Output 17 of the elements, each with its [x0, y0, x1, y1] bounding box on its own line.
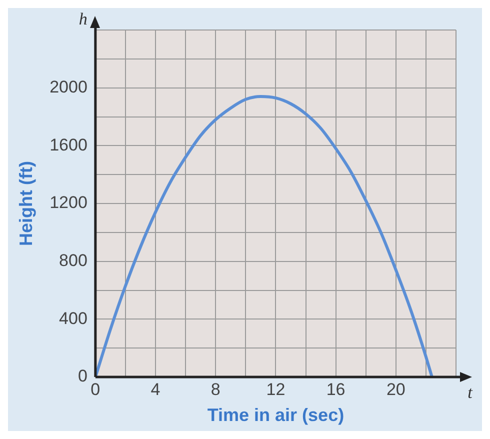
y-tick-label: 1600 [50, 135, 88, 154]
text: h [78, 9, 88, 28]
x-tick-label: 8 [210, 380, 220, 399]
line-series [95, 95, 434, 377]
y-tick-label: 800 [59, 251, 88, 270]
y-tick-label: 2000 [50, 78, 88, 97]
x-tick-label: 16 [326, 380, 346, 399]
x-axis-title: Time in air (sec) [207, 405, 344, 426]
y-tick-label: 0 [78, 366, 88, 386]
y-tick-label: 1200 [50, 193, 88, 212]
x-tick-label: 4 [150, 380, 160, 399]
x-tick-label: 12 [266, 380, 286, 399]
y-tick-label: 400 [59, 308, 88, 328]
y-axis-title: Height (ft) [16, 161, 36, 246]
text: t [468, 382, 474, 402]
x-tick-label: 20 [386, 380, 406, 399]
x-tick-label: 0 [90, 380, 100, 399]
